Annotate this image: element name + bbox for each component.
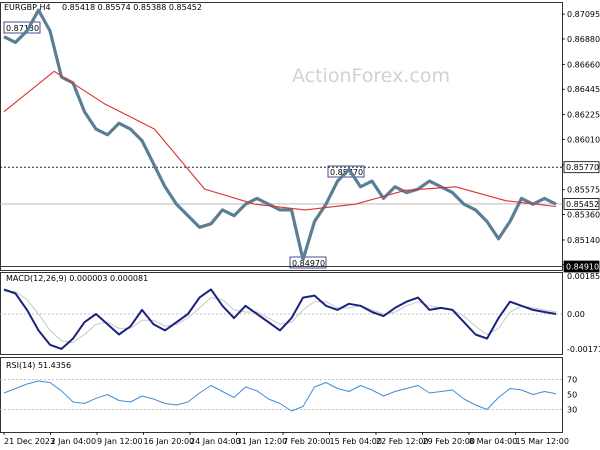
symbol-label: EURGBP,H4 — [4, 3, 51, 12]
high-annotation: 0.87130 — [3, 21, 41, 34]
price-series-line — [3, 8, 557, 262]
price-ytick-label: 0.86445 — [567, 85, 600, 94]
x-tick-label: 29 Feb 20:00 — [423, 437, 475, 446]
x-tick-label: 21 Dec 2023 — [4, 437, 55, 446]
x-tick-label: 24 Jan 04:00 — [190, 437, 241, 446]
price-ytick-label: 0.85360 — [567, 211, 600, 220]
price-tag-label: 0.85770 — [566, 163, 599, 172]
macd-line — [3, 288, 557, 350]
watermark: ActionForex.com — [292, 65, 450, 87]
x-tick-label: 9 Jan 12:00 — [97, 437, 143, 446]
macd-ytick-label: 0.00 — [567, 310, 585, 319]
price-tag-box — [563, 198, 600, 210]
x-tick-label: 8 Mar 04:00 — [469, 437, 517, 446]
low-annotation: 0.84970 — [289, 256, 327, 269]
macd-signal-line — [4, 291, 557, 344]
price-tag-box — [563, 161, 600, 174]
x-tick-label: 22 Feb 12:00 — [376, 437, 428, 446]
macd-ytick-label: -0.001718 — [567, 345, 600, 354]
macd-title: MACD(12,26,9) 0.000003 0.000081 — [6, 274, 148, 283]
ohlc-label: 0.85418 0.85574 0.85388 0.85452 — [62, 3, 202, 12]
rsi-ytick-label: 70 — [567, 376, 577, 385]
x-tick-label: 2 Jan 04:00 — [51, 437, 97, 446]
macd-ytick-label: 0.001859 — [567, 272, 600, 281]
rsi-line — [3, 380, 557, 412]
price-tag-box — [563, 260, 600, 273]
rsi-title: RSI(14) 51.4356 — [6, 361, 71, 370]
price-ytick-label: 0.87095 — [567, 10, 600, 19]
price-ytick-label: 0.86010 — [567, 135, 600, 144]
price-tag-label: 0.85452 — [566, 200, 599, 209]
pane-frame-2 — [0, 357, 563, 433]
high-annotation-label: 0.87130 — [6, 24, 39, 33]
price-ytick-label: 0.86660 — [567, 60, 600, 69]
pane-frame-0 — [0, 2, 563, 271]
price-tag-label: 0.84910 — [566, 263, 599, 272]
price-ytick-label: 0.85575 — [567, 186, 600, 195]
x-tick-label: 31 Jan 12:00 — [237, 437, 288, 446]
x-tick-label: 15 Mar 12:00 — [516, 437, 569, 446]
moving-average-line — [3, 70, 557, 211]
x-tick-label: 16 Jan 20:00 — [144, 437, 195, 446]
rsi-ytick-label: 30 — [567, 406, 577, 415]
price-ytick-label: 0.85140 — [567, 236, 600, 245]
low-annotation-label: 0.84970 — [292, 259, 325, 268]
price-ytick-label: 0.86880 — [567, 35, 600, 44]
x-tick-label: 15 Feb 04:00 — [330, 437, 382, 446]
pane-frames — [0, 2, 563, 433]
price-ytick-label: 0.86225 — [567, 111, 600, 120]
rsi-ytick-label: 50 — [567, 391, 577, 400]
pane-frame-1 — [0, 272, 563, 355]
x-tick-label: 7 Feb 20:00 — [283, 437, 330, 446]
